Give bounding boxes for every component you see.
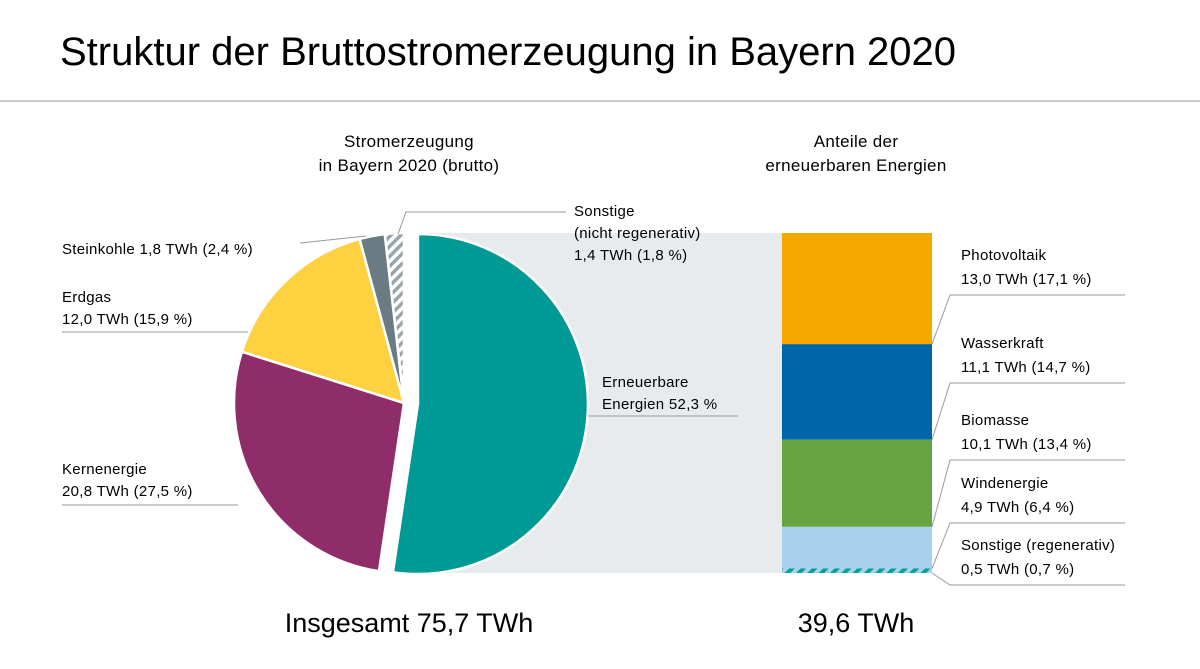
bar-segment-wasserkraft	[782, 344, 932, 440]
pie-total-label: Insgesamt 75,7 TWh	[285, 608, 534, 638]
bar-segment-windenergie	[782, 526, 932, 569]
pie-label-4: Sonstige (nicht regenerativ) 1,4 TWh (1,8 …	[574, 203, 701, 264]
bar-label-4: Sonstige (regenerativ) 0,5 TWh (0,7 %)	[961, 537, 1115, 578]
bar-labels: Photovoltaik 13,0 TWh (17,1 %) Wasserkraft…	[931, 247, 1125, 586]
bar-segment-biomasse	[782, 439, 932, 527]
bar-leader-1	[931, 382, 1125, 440]
bar-label-1: Wasserkraft 11,1 TWh (14,7 %)	[961, 335, 1091, 376]
pie-leader-4	[397, 211, 566, 235]
pie-slice-erneuerbare-energien	[391, 232, 590, 576]
pie-label-1: Kernenergie 20,8 TWh (27,5 %)	[62, 461, 193, 500]
bar-leader-0	[931, 294, 1125, 345]
bar-leader-3	[931, 522, 1125, 569]
bar-label-3: Windenergie 4,9 TWh (6,4 %)	[961, 475, 1074, 516]
bar-leader-2	[931, 459, 1125, 527]
pie-label-3: Steinkohle 1,8 TWh (2,4 %)	[62, 241, 253, 258]
stacked-bar-chart	[782, 233, 932, 573]
pie-slice-sonstige-nicht-regenerativ	[383, 231, 406, 404]
chart-title: Struktur der Bruttostromerzeugung in Bay…	[60, 30, 956, 74]
bar-segment-sonstige-regenerativ	[782, 568, 932, 573]
bar-label-0: Photovoltaik 13,0 TWh (17,1 %)	[961, 247, 1092, 288]
pie-leader-3	[299, 235, 367, 244]
pie-label-2: Erdgas 12,0 TWh (15,9 %)	[62, 289, 193, 328]
bar-segment-photovoltaik	[782, 233, 932, 345]
bar-subtitle-text: Anteile der erneuerbaren Energien	[765, 132, 946, 175]
pie-subtitle-text: Stromerzeugung in Bayern 2020 (brutto)	[319, 132, 500, 175]
bar-total-label: 39,6 TWh	[798, 608, 915, 638]
pie-slice-erdgas	[240, 237, 406, 405]
pie-labels: Erneuerbare Energien 52,3 % Kernenergie 20,…	[62, 203, 738, 506]
pie-slice-kernenergie	[232, 350, 406, 573]
pie-chart	[232, 231, 590, 576]
bar-leader-4	[931, 572, 1125, 586]
bar-label-2: Biomasse 10,1 TWh (13,4 %)	[961, 412, 1092, 453]
pie-label-0: Erneuerbare Energien 52,3 %	[602, 374, 717, 413]
